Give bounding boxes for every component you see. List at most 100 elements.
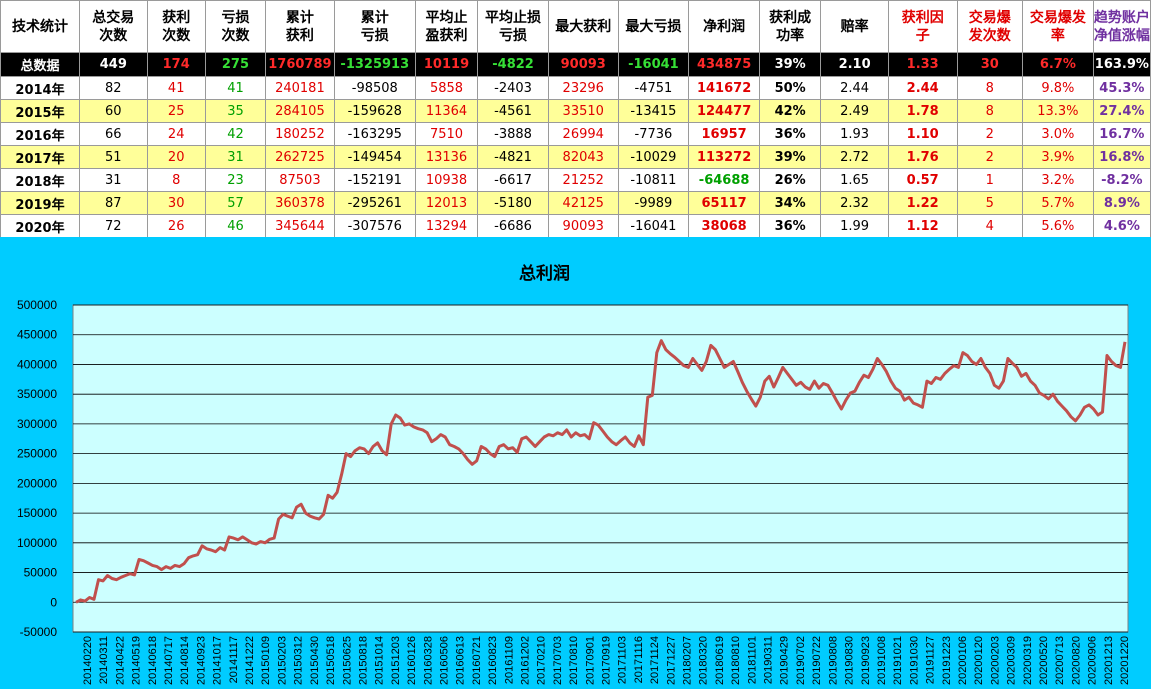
x-tick-label: 20141222 — [244, 636, 256, 685]
year-cell: 8.9% — [1092, 191, 1151, 215]
x-tick-label: 20140923 — [195, 636, 207, 685]
x-tick-label: 20150818 — [357, 636, 369, 685]
year-cell: 46 — [204, 214, 267, 238]
year-cell: 141672 — [688, 76, 760, 100]
header-text: 次数 — [99, 27, 128, 44]
year-cell: 12013 — [414, 191, 479, 215]
header-cell: 趋势账户 净值涨幅 — [1092, 0, 1151, 53]
y-tick-label: 0 — [50, 595, 57, 609]
year-cell: 2.49 — [820, 99, 889, 123]
x-tick-label: 20140220 — [82, 636, 94, 685]
header-text: 次数 — [162, 27, 191, 44]
year-cell: 4 — [956, 214, 1024, 238]
y-tick-label: 300000 — [17, 417, 57, 431]
total-cell: 30 — [956, 52, 1024, 77]
year-cell: 60 — [79, 99, 148, 123]
year-cell: 65117 — [688, 191, 760, 215]
year-cell: 21252 — [547, 168, 619, 192]
header-cell: 累计 获利 — [265, 0, 335, 53]
total-cell: 1760789 — [265, 52, 335, 77]
year-cell: 2017年 — [0, 145, 81, 169]
x-tick-label: 20181101 — [746, 636, 758, 684]
header-cell: 最大获利 — [547, 0, 619, 53]
x-tick-label: 20150430 — [309, 636, 321, 685]
year-cell: 26994 — [547, 122, 619, 146]
header-cell: 技术统计 — [0, 0, 81, 53]
x-tick-label: 20170810 — [568, 636, 580, 685]
year-cell: 16.7% — [1092, 122, 1151, 146]
total-cell: -16041 — [617, 52, 690, 77]
year-cell: 2.32 — [820, 191, 889, 215]
year-cell: 2 — [956, 122, 1024, 146]
x-tick-label: 20141017 — [212, 636, 224, 685]
year-cell: 360378 — [265, 191, 335, 215]
x-tick-label: 20190923 — [860, 636, 872, 685]
year-cell: -307576 — [333, 214, 416, 238]
x-tick-label: 20191021 — [892, 636, 904, 685]
year-cell: 1.93 — [820, 122, 889, 146]
header-text: 功率 — [776, 27, 805, 44]
year-cell: 1.78 — [887, 99, 958, 123]
header-cell: 获利成 功率 — [758, 0, 822, 53]
header-text: 获利因 — [901, 9, 944, 26]
year-cell: -3888 — [477, 122, 549, 146]
year-cell: 1.12 — [887, 214, 958, 238]
x-tick-label: 20150203 — [276, 636, 288, 685]
x-tick-label: 20140618 — [147, 636, 159, 685]
header-text: 技术统计 — [12, 18, 68, 35]
year-cell: 5858 — [414, 76, 479, 100]
year-cell: 1.76 — [887, 145, 958, 169]
year-cell: 66 — [79, 122, 148, 146]
year-cell: 1.22 — [887, 191, 958, 215]
total-cell: -1325913 — [333, 52, 416, 77]
x-tick-label: 20180810 — [730, 636, 742, 685]
year-cell: 82043 — [547, 145, 619, 169]
year-cell: 10938 — [414, 168, 479, 192]
x-tick-label: 20201220 — [1119, 636, 1131, 685]
y-tick-label: 500000 — [17, 298, 57, 312]
x-tick-label: 20200713 — [1054, 636, 1066, 685]
x-tick-label: 20140311 — [98, 636, 110, 684]
x-tick-label: 20160506 — [438, 636, 450, 685]
year-cell: 51 — [79, 145, 148, 169]
x-tick-label: 20190830 — [844, 636, 856, 685]
year-cell: 82 — [79, 76, 148, 100]
x-tick-label: 20170703 — [552, 636, 564, 685]
header-text: 亏损 — [360, 27, 389, 44]
x-tick-label: 20200820 — [1070, 636, 1082, 685]
chart-svg: 总利润5000004500004000003500003000002500002… — [17, 263, 1131, 685]
year-cell: 35 — [204, 99, 267, 123]
x-tick-label: 20171103 — [617, 636, 629, 684]
total-cell: 6.7% — [1022, 52, 1094, 77]
header-text: 净利润 — [703, 18, 746, 35]
year-cell: 7510 — [414, 122, 479, 146]
year-cell: 38068 — [688, 214, 760, 238]
year-cell: 45.3% — [1092, 76, 1151, 100]
x-tick-label: 20180207 — [682, 636, 694, 685]
x-tick-label: 20160721 — [471, 636, 483, 685]
header-text: 次数 — [221, 27, 250, 44]
header-text: 累计 — [360, 9, 389, 26]
x-tick-label: 20170919 — [601, 636, 613, 685]
x-tick-label: 20191127 — [925, 636, 937, 684]
year-cell: 2.72 — [820, 145, 889, 169]
year-row: 2020年 72 26 46 345644 -307576 13294 -6686 90093-… — [0, 214, 1151, 238]
year-cell: 41 — [204, 76, 267, 100]
stats-table: 技术统计 总交易 次数 获利 次数 亏损 次数 累计 获利 累计 亏损 平均止 盈获利 平均止损 亏损 最大获… — [0, 0, 1151, 238]
year-cell: 2016年 — [0, 122, 81, 146]
x-tick-label: 20140519 — [131, 636, 143, 685]
total-cell: 39% — [758, 52, 822, 77]
x-tick-label: 20160328 — [422, 636, 434, 685]
year-cell: 72 — [79, 214, 148, 238]
header-cell: 总交易 次数 — [79, 0, 148, 53]
header-text: 率 — [1050, 27, 1065, 44]
year-cell: 90093 — [547, 214, 619, 238]
year-cell: -10029 — [617, 145, 690, 169]
year-cell: -152191 — [333, 168, 416, 192]
x-tick-label: 20200520 — [1038, 636, 1050, 685]
header-text: 最大获利 — [555, 18, 612, 35]
year-cell: 26 — [146, 214, 206, 238]
x-tick-label: 20150109 — [260, 636, 272, 685]
year-cell: 30 — [146, 191, 206, 215]
x-tick-label: 20171227 — [665, 636, 677, 685]
